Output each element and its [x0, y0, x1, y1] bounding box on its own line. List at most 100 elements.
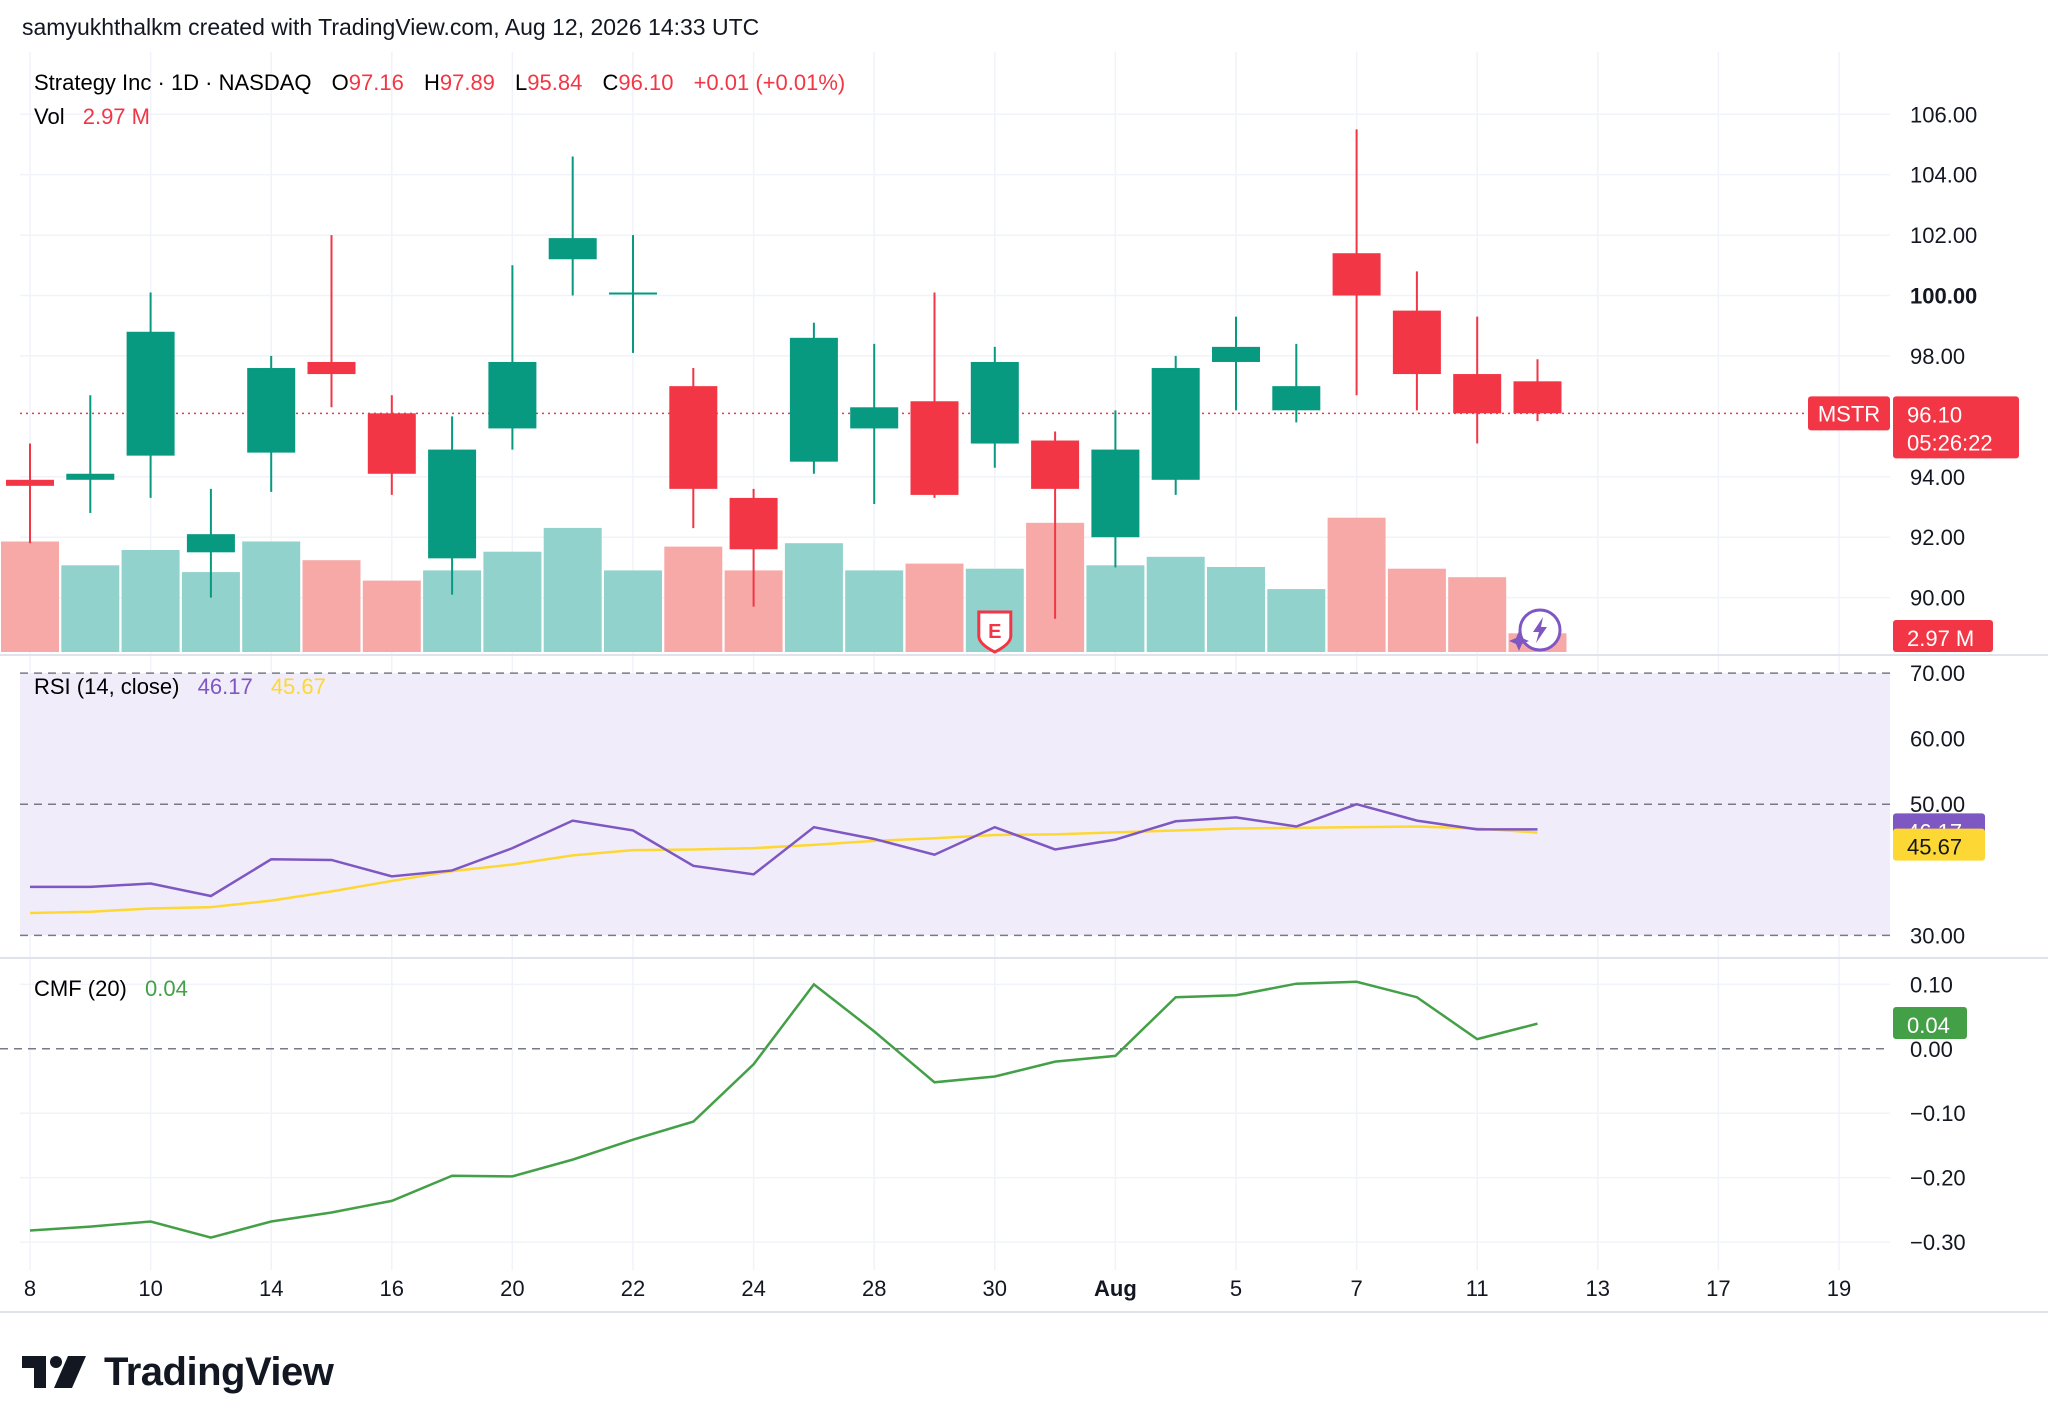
- volume-bar: [483, 551, 542, 652]
- candle: [1212, 316, 1260, 411]
- candle: [247, 355, 296, 492]
- volume-bar: [1267, 589, 1326, 652]
- candle-body: [729, 497, 778, 550]
- candle: [970, 346, 1019, 468]
- x-tick-label: 30: [983, 1276, 1007, 1301]
- symbol-label: Strategy Inc · 1D · NASDAQ: [34, 70, 312, 95]
- volume-bar: [242, 541, 301, 652]
- volume-badge: 2.97 M: [1893, 620, 1993, 652]
- cmf-line: [29, 980, 1538, 1239]
- candle-body: [970, 361, 1019, 444]
- volume-bar: [1, 541, 59, 652]
- candle-body: [66, 473, 115, 480]
- price-badge-text: 05:26:22: [1907, 430, 1993, 455]
- volume-value: 2.97 M: [83, 104, 150, 129]
- price-tick-label: 94.00: [1910, 465, 1965, 490]
- rsi-tick-label: 70.00: [1910, 661, 1965, 686]
- ticker-badge-text: MSTR: [1818, 401, 1880, 426]
- volume-legend[interactable]: Vol 2.97 M: [34, 104, 150, 129]
- cmf-legend[interactable]: CMF (20) 0.04: [34, 976, 188, 1001]
- candle-body: [850, 407, 899, 429]
- x-tick-label: 5: [1230, 1276, 1242, 1301]
- cmf-label: CMF (20): [34, 976, 127, 1001]
- cmf-tick-label: −0.30: [1910, 1230, 1966, 1255]
- rsi-legend[interactable]: RSI (14, close) 46.17 45.67: [34, 674, 326, 699]
- x-tick-label: 24: [741, 1276, 765, 1301]
- price-badge: 96.10 05:26:22: [1893, 396, 2019, 459]
- price-tick-label: 100.00: [1910, 284, 1977, 309]
- volume-bar: [61, 565, 120, 652]
- rsi-tick-label: 30.00: [1910, 923, 1965, 948]
- rsi-line: [30, 802, 1538, 898]
- x-tick-label: 22: [621, 1276, 645, 1301]
- rsi-ma-badge-bg: [1893, 828, 1985, 861]
- brand-name: TradingView: [104, 1349, 334, 1394]
- candle: [367, 395, 416, 495]
- candle-body: [428, 449, 477, 559]
- lightning-icon[interactable]: [1509, 608, 1562, 652]
- candle-body: [609, 292, 657, 295]
- x-tick-label: 20: [500, 1276, 524, 1301]
- candle: [1151, 355, 1200, 495]
- rsi-ma-badge-text: 45.67: [1907, 835, 1962, 860]
- price-tick-label: 102.00: [1910, 223, 1977, 248]
- open-label: O: [332, 70, 349, 95]
- close-value: 96.10: [618, 70, 673, 95]
- volume-bar: [121, 550, 180, 652]
- candle: [6, 443, 54, 544]
- x-tick-label: 28: [862, 1276, 886, 1301]
- cmf-badge-text: 0.04: [1907, 1013, 1950, 1038]
- volume-bar: [362, 580, 421, 652]
- price-tick-label: 98.00: [1910, 344, 1965, 369]
- candle: [850, 343, 899, 504]
- candle: [1332, 129, 1381, 396]
- x-tick-label: Aug: [1094, 1276, 1137, 1301]
- candle-body: [6, 479, 54, 486]
- rsi-value: 46.17: [198, 674, 253, 699]
- volume-bar: [845, 570, 904, 652]
- candle: [307, 235, 356, 408]
- low-value: 95.84: [527, 70, 582, 95]
- brand-logo[interactable]: TradingView: [22, 1348, 334, 1396]
- x-tick-label: 13: [1586, 1276, 1610, 1301]
- x-tick-label: 8: [24, 1276, 36, 1301]
- candle: [1392, 271, 1441, 411]
- candle-body: [1151, 368, 1200, 480]
- rsi-band: [0, 672, 1890, 1050]
- close-label: C: [602, 70, 618, 95]
- x-tick-label: 17: [1706, 1276, 1730, 1301]
- cmf-badge: 0.04: [1893, 1007, 1967, 1039]
- x-tick-label: 7: [1350, 1276, 1362, 1301]
- earnings-marker[interactable]: E: [977, 610, 1013, 654]
- candles[interactable]: [6, 129, 1562, 619]
- candle: [1513, 359, 1562, 422]
- candle: [789, 322, 838, 474]
- ticker-badge-bg: [1808, 396, 1890, 431]
- price-tick-label: 90.00: [1910, 586, 1965, 611]
- volume-bar: [1448, 577, 1507, 652]
- rsi-ma-badge: 45.67: [1893, 828, 1985, 861]
- candle-body: [367, 413, 416, 474]
- volume-bar: [664, 546, 723, 652]
- earnings-label: E: [988, 621, 1001, 643]
- cmf-tick-label: 0.10: [1910, 972, 1953, 997]
- candle-body: [1513, 381, 1562, 414]
- cmf-tick-label: −0.10: [1910, 1101, 1966, 1126]
- main-legend[interactable]: Strategy Inc · 1D · NASDAQ O97.16 H97.89…: [34, 70, 845, 95]
- candle: [609, 235, 657, 353]
- price-tick-label: 92.00: [1910, 525, 1965, 550]
- volume-bar: [543, 527, 602, 652]
- volume-label: Vol: [34, 104, 65, 129]
- candle: [1272, 343, 1321, 423]
- volume-bars: [1, 517, 1567, 652]
- volume-badge-text: 2.97 M: [1907, 626, 1974, 651]
- candle-body: [247, 368, 296, 453]
- rsi-tick-label: 50.00: [1910, 792, 1965, 817]
- indicator-lines: [29, 802, 1538, 1239]
- open-value: 97.16: [349, 70, 404, 95]
- candle-body: [126, 331, 175, 456]
- price-badge-bg: [1893, 396, 2019, 459]
- candle-body: [186, 534, 235, 553]
- rsi-tick-label: 60.00: [1910, 727, 1965, 752]
